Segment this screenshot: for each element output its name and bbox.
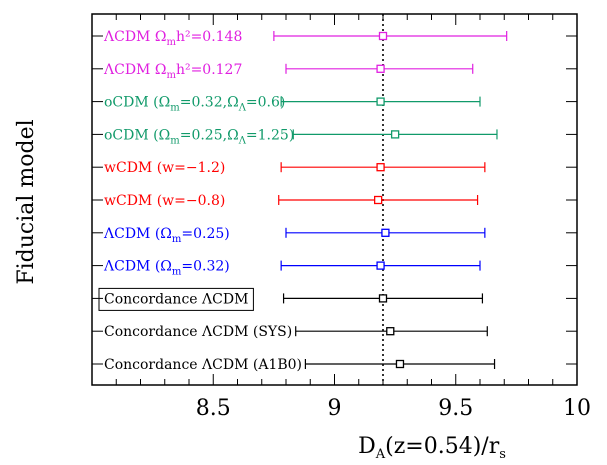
y-axis-label: Fiducial model xyxy=(14,119,39,284)
row-label-layer: ΛCDM Ωmh²=0.148 ΛCDM Ωmh²=0.127 oCDM (Ωm=0… xyxy=(98,29,302,373)
row-label: oCDM (Ωm=0.32,ΩΛ=0.6) xyxy=(104,95,285,114)
errorbar-row xyxy=(285,63,474,74)
data-point-marker xyxy=(386,327,395,336)
row-label: wCDM (w=−1.2) xyxy=(104,160,225,176)
plot-axes xyxy=(91,13,578,386)
row-label: ΛCDM (Ωm=0.32) xyxy=(103,259,230,278)
tick-label-layer: 8.5 9 9.5 10 xyxy=(196,396,591,421)
row-label: ΛCDM (Ωm=0.25) xyxy=(103,226,230,245)
row-label: Concordance ΛCDM (SYS) xyxy=(104,324,292,340)
x-tick-label: 9 xyxy=(328,396,342,421)
errorbar-row xyxy=(273,31,508,41)
data-point-marker xyxy=(395,359,405,369)
data-point-marker xyxy=(376,163,385,172)
errorbar-row xyxy=(280,96,481,107)
data-point-marker xyxy=(373,195,383,205)
row-label: Concordance ΛCDM xyxy=(104,291,248,307)
data-point-marker xyxy=(376,97,385,106)
row-label: ΛCDM Ωmh²=0.127 xyxy=(103,62,242,81)
errorbar-row xyxy=(295,326,488,337)
x-axis-label: DA(z=0.54)/rs xyxy=(358,434,506,462)
row-label: Concordance ΛCDM (A1B0) xyxy=(104,357,302,373)
errorbar-row xyxy=(280,260,481,271)
row-label: oCDM (Ωm=0.25,ΩΛ=1.25) xyxy=(104,127,294,146)
data-point-marker xyxy=(376,261,385,270)
errorbar-row xyxy=(282,293,484,304)
errorbar-row xyxy=(278,195,479,205)
data-point-marker xyxy=(390,130,400,139)
row-label: wCDM (w=−0.8) xyxy=(104,193,225,209)
errorbar-row xyxy=(304,359,496,369)
data-point-marker xyxy=(378,294,388,303)
errorbar-layer xyxy=(273,31,508,369)
x-tick-label: 9.5 xyxy=(438,396,473,421)
x-tick-label: 8.5 xyxy=(196,396,231,421)
data-point-marker xyxy=(376,64,385,73)
errorbar-row xyxy=(280,162,486,173)
data-point-marker xyxy=(381,228,390,237)
row-label: ΛCDM Ωmh²=0.148 xyxy=(103,29,242,48)
errorbar-row xyxy=(292,129,498,140)
data-point-marker xyxy=(378,31,388,41)
row-label-box xyxy=(98,287,254,311)
x-tick-label: 10 xyxy=(563,396,591,421)
errorbar-row xyxy=(285,227,486,238)
